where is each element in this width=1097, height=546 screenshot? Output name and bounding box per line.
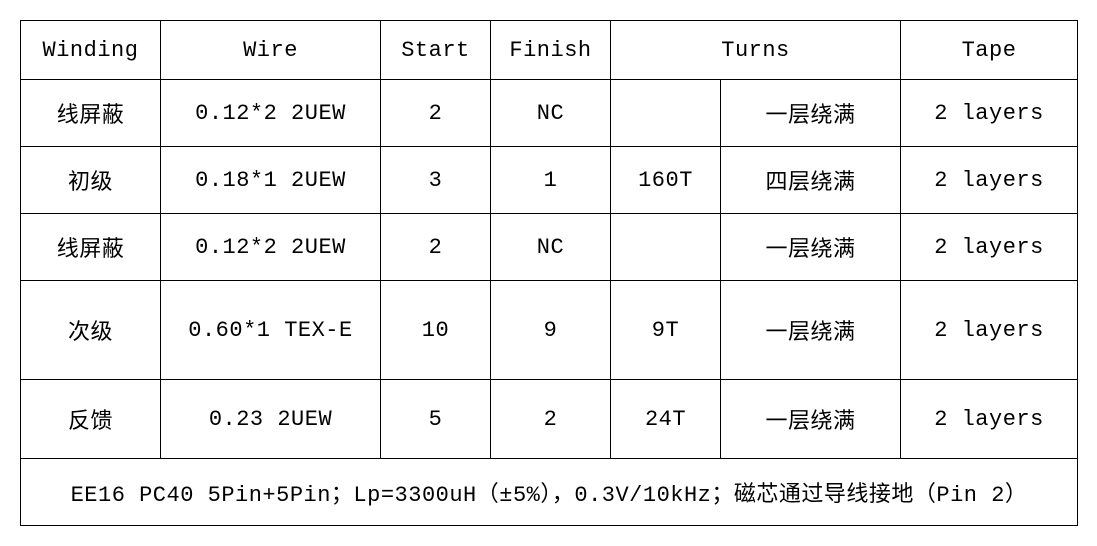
table-row: 线屏蔽 0.12*2 2UEW 2 NC 一层绕满 2 layers <box>21 214 1078 281</box>
col-header-start: Start <box>381 21 491 80</box>
cell-start: 5 <box>381 380 491 459</box>
cell-start: 3 <box>381 147 491 214</box>
table-row: 反馈 0.23 2UEW 5 2 24T 一层绕满 2 layers <box>21 380 1078 459</box>
table-row: 线屏蔽 0.12*2 2UEW 2 NC 一层绕满 2 layers <box>21 80 1078 147</box>
cell-start: 2 <box>381 214 491 281</box>
table-footer-note: EE16 PC40 5Pin+5Pin；Lp=3300uH（±5%），0.3V/… <box>21 459 1078 526</box>
cell-winding: 线屏蔽 <box>21 214 161 281</box>
cell-tape: 2 layers <box>901 214 1078 281</box>
cell-finish: NC <box>491 214 611 281</box>
cell-tape: 2 layers <box>901 380 1078 459</box>
col-header-tape: Tape <box>901 21 1078 80</box>
winding-spec-table-container: Winding Wire Start Finish Turns Tape 线屏蔽… <box>20 20 1077 526</box>
cell-winding: 反馈 <box>21 380 161 459</box>
table-footer-row: EE16 PC40 5Pin+5Pin；Lp=3300uH（±5%），0.3V/… <box>21 459 1078 526</box>
cell-tape: 2 layers <box>901 147 1078 214</box>
cell-finish: 1 <box>491 147 611 214</box>
cell-turns-note: 一层绕满 <box>721 214 901 281</box>
col-header-finish: Finish <box>491 21 611 80</box>
table-header-row: Winding Wire Start Finish Turns Tape <box>21 21 1078 80</box>
cell-start: 2 <box>381 80 491 147</box>
cell-turns-count: 24T <box>611 380 721 459</box>
col-header-wire: Wire <box>161 21 381 80</box>
cell-wire: 0.18*1 2UEW <box>161 147 381 214</box>
cell-turns-count <box>611 80 721 147</box>
cell-finish: NC <box>491 80 611 147</box>
cell-turns-note: 四层绕满 <box>721 147 901 214</box>
cell-tape: 2 layers <box>901 281 1078 380</box>
cell-tape: 2 layers <box>901 80 1078 147</box>
cell-turns-note: 一层绕满 <box>721 380 901 459</box>
col-header-turns: Turns <box>611 21 901 80</box>
cell-winding: 初级 <box>21 147 161 214</box>
cell-wire: 0.12*2 2UEW <box>161 214 381 281</box>
cell-turns-count <box>611 214 721 281</box>
cell-winding: 次级 <box>21 281 161 380</box>
cell-turns-note: 一层绕满 <box>721 281 901 380</box>
cell-turns-count: 160T <box>611 147 721 214</box>
col-header-winding: Winding <box>21 21 161 80</box>
cell-start: 10 <box>381 281 491 380</box>
cell-winding: 线屏蔽 <box>21 80 161 147</box>
cell-turns-count: 9T <box>611 281 721 380</box>
cell-wire: 0.12*2 2UEW <box>161 80 381 147</box>
cell-wire: 0.60*1 TEX-E <box>161 281 381 380</box>
cell-turns-note: 一层绕满 <box>721 80 901 147</box>
cell-finish: 2 <box>491 380 611 459</box>
cell-wire: 0.23 2UEW <box>161 380 381 459</box>
table-row: 次级 0.60*1 TEX-E 10 9 9T 一层绕满 2 layers <box>21 281 1078 380</box>
cell-finish: 9 <box>491 281 611 380</box>
winding-spec-table: Winding Wire Start Finish Turns Tape 线屏蔽… <box>20 20 1078 526</box>
table-row: 初级 0.18*1 2UEW 3 1 160T 四层绕满 2 layers <box>21 147 1078 214</box>
